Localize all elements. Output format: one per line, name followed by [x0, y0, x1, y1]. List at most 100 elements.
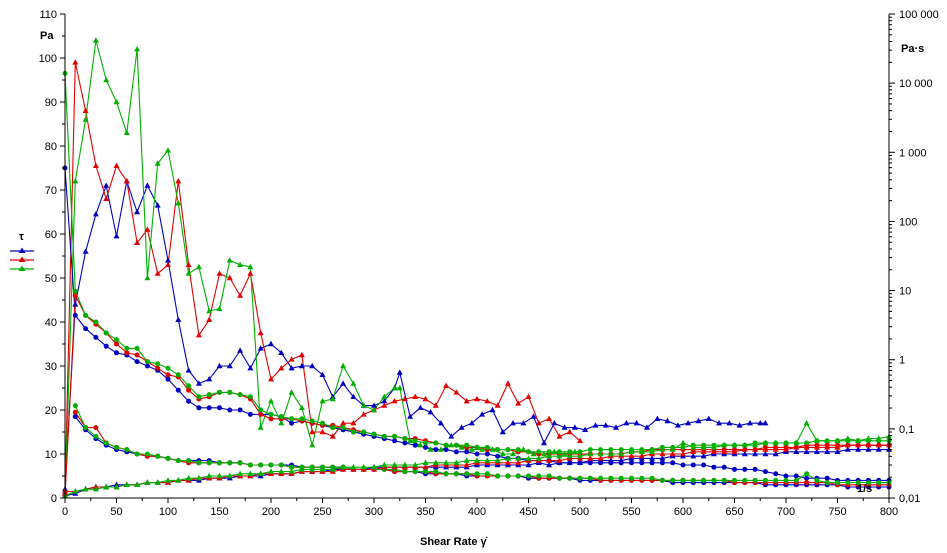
data-point-triangle [510, 420, 516, 426]
data-point-triangle [803, 444, 810, 450]
data-point-triangle [195, 380, 202, 386]
data-point-circle [237, 460, 243, 466]
data-point-triangle [803, 420, 810, 426]
x-tick-label: 300 [365, 506, 383, 518]
data-point-circle [196, 405, 202, 411]
data-point-triangle [154, 270, 161, 276]
data-point-circle [371, 431, 377, 437]
data-point-circle [464, 471, 470, 477]
data-point-triangle [92, 162, 99, 168]
data-point-circle [793, 473, 799, 479]
data-point-triangle [319, 428, 326, 435]
data-point-triangle [772, 446, 779, 452]
data-point-circle [227, 460, 233, 466]
data-point-circle [690, 462, 696, 468]
data-point-triangle [530, 413, 537, 419]
x-tick-label: 450 [519, 506, 537, 518]
data-point-triangle [834, 448, 841, 454]
data-point-triangle [844, 442, 851, 448]
data-point-triangle [247, 270, 254, 276]
data-point-triangle [824, 437, 831, 443]
data-point-triangle [226, 362, 233, 369]
data-point-circle [402, 440, 408, 446]
data-point-triangle [834, 437, 841, 443]
data-point-circle [536, 449, 542, 455]
data-point-triangle [551, 420, 558, 426]
data-point-circle [309, 418, 315, 424]
data-point-circle [186, 398, 192, 404]
data-point-triangle [92, 486, 99, 492]
data-point-triangle [613, 424, 619, 430]
data-point-triangle [113, 98, 120, 105]
data-point-circle [876, 480, 882, 486]
legend-marker-red [18, 256, 26, 262]
data-point-circle [72, 409, 78, 415]
data-point-triangle [474, 457, 480, 463]
data-point-triangle [556, 457, 563, 463]
y-left-tick-label: 0 [51, 493, 57, 505]
data-point-triangle [391, 384, 398, 391]
data-point-triangle [360, 402, 367, 408]
data-point-triangle [371, 464, 377, 470]
data-point-circle [175, 387, 181, 393]
data-point-circle [247, 411, 253, 417]
data-point-triangle [144, 479, 151, 485]
data-point-triangle [659, 455, 666, 461]
data-point-triangle [350, 393, 357, 399]
data-point-circle [155, 365, 161, 371]
data-point-triangle [561, 450, 568, 457]
data-point-circle [247, 394, 253, 400]
data-point-triangle [319, 371, 326, 377]
data-point-triangle [113, 483, 120, 490]
data-point-circle [72, 293, 78, 299]
data-point-triangle [298, 362, 305, 369]
legend-item-red [10, 256, 34, 262]
x-tick-label: 500 [571, 506, 589, 518]
data-point-circle [639, 475, 645, 481]
data-point-circle [824, 475, 830, 481]
data-point-circle [165, 376, 171, 382]
data-point-triangle [309, 466, 316, 472]
data-point-triangle [268, 376, 274, 382]
data-point-triangle [577, 453, 583, 459]
data-point-triangle [407, 437, 414, 443]
data-point-triangle [412, 461, 419, 468]
data-point-triangle [237, 470, 244, 476]
data-point-triangle [417, 442, 424, 448]
data-point-triangle [422, 395, 429, 402]
data-point-triangle [504, 455, 511, 461]
data-point-triangle [602, 422, 609, 428]
data-point-triangle [541, 439, 547, 446]
data-point-triangle [736, 422, 743, 428]
data-point-circle [526, 449, 531, 455]
data-point-circle [165, 372, 171, 378]
data-point-circle [711, 464, 717, 470]
data-point-triangle [298, 404, 305, 410]
x-tick-label: 200 [262, 506, 280, 518]
data-point-triangle [566, 453, 573, 459]
data-point-circle [186, 387, 192, 393]
data-point-circle [206, 405, 212, 411]
data-point-triangle [417, 404, 424, 410]
data-point-circle [83, 425, 89, 431]
data-point-triangle [669, 450, 676, 457]
data-point-triangle [582, 426, 589, 432]
data-point-triangle [185, 270, 192, 276]
data-point-triangle [123, 129, 130, 135]
data-point-triangle [680, 439, 686, 446]
data-point-triangle [103, 76, 110, 83]
data-point-triangle [628, 448, 635, 454]
x-tick-label: 800 [880, 506, 898, 518]
y-right-tick-label: 1 [899, 355, 905, 367]
data-point-circle [175, 458, 181, 464]
data-point-triangle [680, 450, 686, 457]
data-point-triangle [875, 442, 882, 448]
data-point-triangle [340, 362, 347, 369]
data-point-triangle [546, 461, 553, 468]
data-point-circle [114, 350, 119, 356]
data-point-triangle [571, 424, 578, 430]
data-point-triangle [479, 411, 486, 417]
series-lines [64, 40, 890, 497]
data-point-triangle [494, 457, 501, 463]
data-point-circle [268, 462, 274, 468]
